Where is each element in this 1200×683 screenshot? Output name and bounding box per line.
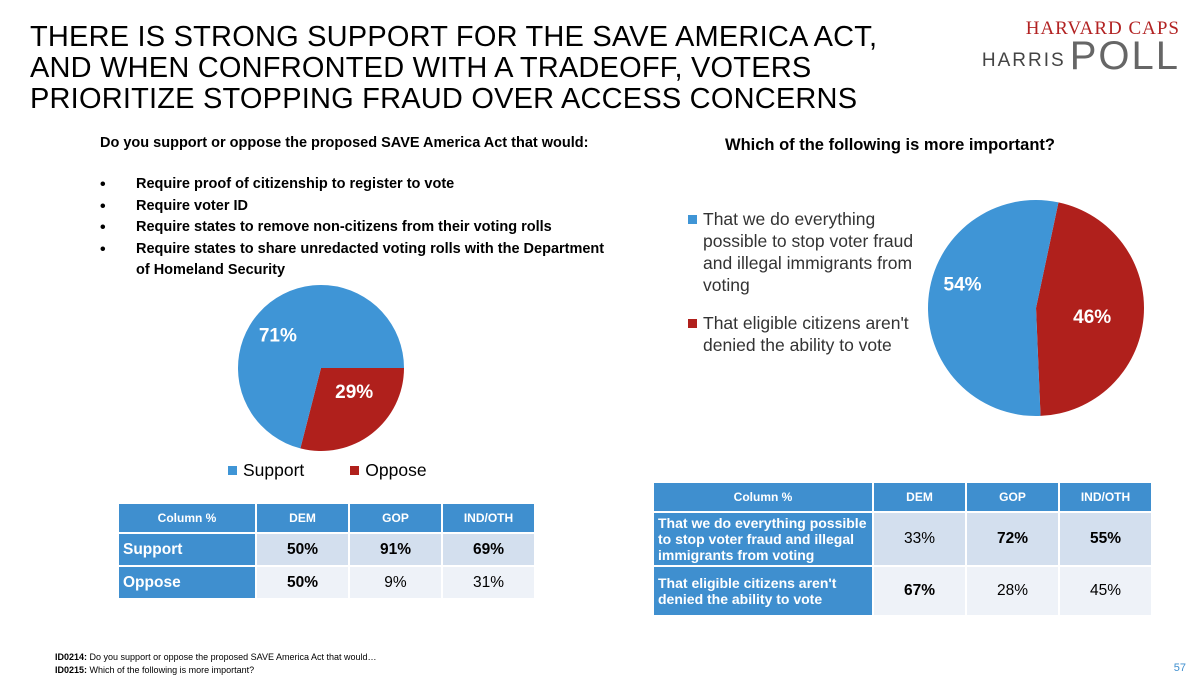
- legend-access-label: That eligible citizens aren't denied the…: [703, 313, 909, 355]
- legend-access: That eligible citizens aren't denied the…: [688, 312, 928, 356]
- footnote-id: ID0215:: [55, 665, 88, 675]
- row-label: That eligible citizens aren't denied the…: [654, 567, 872, 615]
- cell-value: 31%: [443, 567, 534, 598]
- right-question: Which of the following is more important…: [725, 136, 1055, 154]
- pie-data-label: 71%: [259, 325, 297, 346]
- pie-slice-that-eligible: [1036, 202, 1144, 416]
- list-item: Require proof of citizenship to register…: [100, 174, 620, 196]
- pie-slice-that-we: [928, 200, 1059, 416]
- legend-fraud-label: That we do everything possible to stop v…: [703, 209, 914, 295]
- pie-slice-oppose: [300, 368, 404, 451]
- act-provisions-list: Require proof of citizenship to register…: [100, 174, 620, 282]
- row-label: Support: [119, 534, 255, 565]
- row-label: That we do everything possible to stop v…: [654, 513, 872, 565]
- access-swatch: [688, 319, 697, 328]
- cell-value: 9%: [350, 567, 441, 598]
- harvard-caps-harris-poll-logo: HARVARD CAPS HARRIS POLL: [982, 18, 1180, 76]
- left-crosstab-table: Column % DEM GOP IND/OTH Support 50% 91%…: [117, 502, 536, 600]
- legend-oppose: Oppose: [350, 460, 427, 481]
- logo-line2: HARRIS: [981, 50, 1066, 71]
- table-header-row: Column % DEM GOP IND/OTH: [654, 483, 1151, 511]
- table-row: That eligible citizens aren't denied the…: [654, 567, 1151, 615]
- left-question: Do you support or oppose the proposed SA…: [100, 135, 589, 151]
- oppose-swatch: [350, 466, 360, 475]
- cell-value: 69%: [443, 534, 534, 565]
- legend-support-label: Support: [243, 460, 305, 480]
- list-item: Require states to remove non-citizens fr…: [100, 217, 620, 239]
- header-dem: DEM: [874, 483, 965, 511]
- support-oppose-pie-chart: 71% 29%: [237, 284, 404, 451]
- footnote: ID0214: Do you support or oppose the pro…: [55, 651, 377, 664]
- footnote-text: Do you support or oppose the proposed SA…: [87, 652, 377, 662]
- list-item: Require states to share unredacted votin…: [100, 239, 620, 282]
- list-item: Require voter ID: [100, 196, 620, 218]
- pie-data-label: 29%: [335, 382, 373, 403]
- page-title: THERE IS STRONG SUPPORT FOR THE SAVE AME…: [30, 21, 878, 115]
- logo-line1: HARVARD CAPS: [1025, 18, 1180, 39]
- legend-fraud: That we do everything possible to stop v…: [688, 208, 928, 296]
- legend-oppose-label: Oppose: [365, 460, 427, 480]
- cell-value: 67%: [874, 567, 965, 615]
- support-swatch: [228, 466, 237, 475]
- page-number: 57: [1173, 662, 1186, 674]
- cell-value: 28%: [967, 567, 1058, 615]
- priority-pie-chart: 54% 46%: [928, 200, 1144, 416]
- right-legend: That we do everything possible to stop v…: [688, 208, 928, 372]
- header-gop: GOP: [967, 483, 1058, 511]
- cell-value: 33%: [874, 513, 965, 565]
- header-column: Column %: [654, 483, 872, 511]
- table-row: That we do everything possible to stop v…: [654, 513, 1151, 565]
- header-dem: DEM: [257, 504, 348, 532]
- cell-value: 50%: [257, 567, 348, 598]
- logo-line3: POLL: [1069, 34, 1180, 78]
- table-header-row: Column % DEM GOP IND/OTH: [119, 504, 534, 532]
- right-crosstab-table: Column % DEM GOP IND/OTH That we do ever…: [652, 481, 1153, 617]
- footnote: ID0215: Which of the following is more i…: [55, 664, 377, 677]
- header-gop: GOP: [350, 504, 441, 532]
- header-ind: IND/OTH: [1060, 483, 1151, 511]
- pie-data-label: 46%: [1073, 307, 1111, 328]
- fraud-swatch: [688, 215, 697, 224]
- cell-value: 55%: [1060, 513, 1151, 565]
- cell-value: 50%: [257, 534, 348, 565]
- pie-slice-support: [237, 284, 404, 449]
- cell-value: 45%: [1060, 567, 1151, 615]
- header-ind: IND/OTH: [443, 504, 534, 532]
- pie-data-label: 54%: [944, 275, 982, 296]
- cell-value: 91%: [350, 534, 441, 565]
- table-row: Oppose 50% 9% 31%: [119, 567, 534, 598]
- row-label: Oppose: [119, 567, 255, 598]
- left-legend: Support Oppose: [228, 460, 427, 481]
- legend-support: Support: [228, 460, 304, 481]
- header-column: Column %: [119, 504, 255, 532]
- table-row: Support 50% 91% 69%: [119, 534, 534, 565]
- footnotes: ID0214: Do you support or oppose the pro…: [55, 651, 377, 677]
- footnote-text: Which of the following is more important…: [87, 665, 255, 675]
- cell-value: 72%: [967, 513, 1058, 565]
- footnote-id: ID0214:: [55, 652, 88, 662]
